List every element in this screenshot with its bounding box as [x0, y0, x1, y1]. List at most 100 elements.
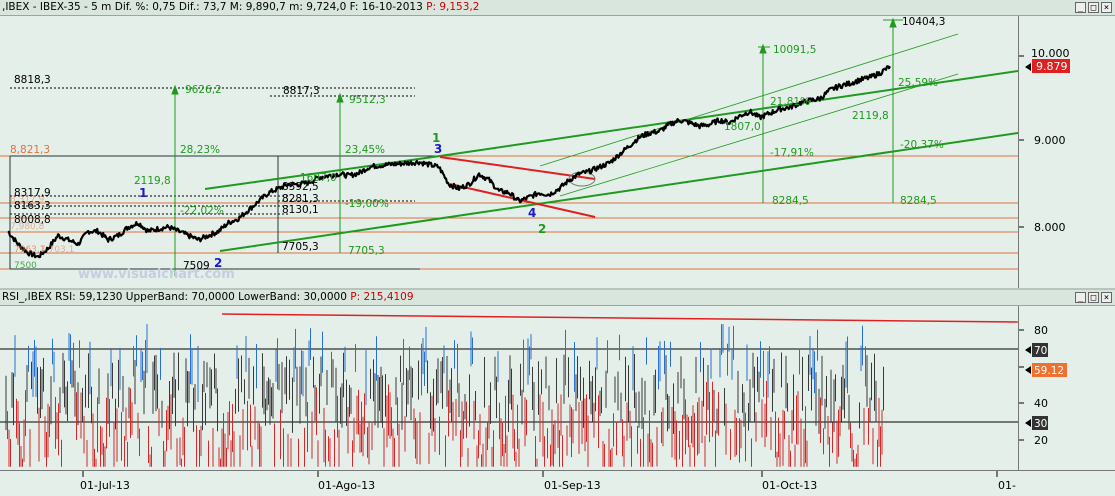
price-tag — [1032, 59, 1070, 73]
price-tag-text: 9.879 — [1036, 60, 1068, 73]
minimize-button[interactable]: _ — [1075, 2, 1086, 13]
rsi-minimize-button[interactable]: _ — [1075, 292, 1086, 303]
label-8284a: 8284,5 — [772, 195, 809, 207]
rsi-series — [5, 324, 884, 467]
time-label-ago: 01-Ago-13 — [318, 479, 376, 492]
wave-label-4: 4 — [528, 206, 536, 220]
maximize-button[interactable]: □ — [1088, 2, 1099, 13]
label-8821: 8,821,3 — [10, 144, 50, 156]
price-tick-label-9000: 9.000 — [1034, 134, 1066, 147]
measure-arrow-3 — [759, 43, 767, 54]
price-tick-label-8000: 8.000 — [1034, 221, 1066, 234]
time-label-oct: 01-Oct-13 — [762, 479, 818, 492]
time-axis: 01-Jul-13 01-Ago-13 01-Sep-13 01-Oct-13 … — [0, 470, 1115, 495]
rsi-value-arrow — [1025, 366, 1031, 374]
rsi-axis-svg: 80 60 40 20 70 59.12 30 — [1019, 324, 1067, 447]
label-9626: 9626,2 — [185, 84, 222, 96]
label-8817: 8817,3 — [283, 85, 320, 97]
wave-label-major-1: 1 — [432, 131, 440, 145]
main-window-buttons: _ □ × — [1075, 2, 1112, 13]
time-axis-svg — [82, 471, 998, 477]
label-8818: 8818,3 — [14, 74, 51, 86]
main-header-text: ,IBEX - IBEX-35 - 5 m Dif. %: 0,75 Dif.:… — [2, 1, 480, 13]
main-panel-header: ,IBEX - IBEX-35 - 5 m Dif. %: 0,75 Dif.:… — [0, 0, 1115, 16]
channel-lines — [539, 33, 959, 197]
label-22pct: -22,02% — [180, 205, 224, 217]
label-1807: 1807,0 — [724, 121, 761, 133]
rsi-tick-label-20: 20 — [1034, 434, 1048, 447]
label-7705b: 7705,3 — [348, 245, 385, 257]
rsi-axis: 80 60 40 20 70 59.12 30 — [1018, 306, 1115, 470]
time-label-sep: 01-Sep-13 — [544, 479, 601, 492]
rsi-window-buttons: _ □ × — [1075, 292, 1112, 303]
label-8163: 8163,3 — [14, 200, 51, 212]
watermark: www.visualchart.com — [78, 267, 235, 282]
label-17pct: -17,91% — [770, 147, 814, 159]
level-lines — [0, 155, 1018, 270]
label-8317-orange: 8,317,9 — [10, 195, 45, 205]
rsi-header-pval: P: 215,4109 — [350, 291, 414, 303]
trendline-lower — [219, 132, 1019, 252]
measure-arrow-4 — [889, 17, 897, 28]
rsi-plot[interactable] — [0, 306, 1019, 470]
label-8130: 8130,1 — [282, 204, 319, 216]
label-10091: 10091,5 — [773, 44, 816, 56]
price-marker-arrow — [1025, 63, 1031, 71]
wave-label-3: 3 — [434, 142, 442, 156]
measure-arrows — [171, 17, 903, 276]
label-23pct: 23,45% — [345, 144, 385, 156]
label-8317: 8317,9 — [14, 187, 51, 199]
price-tick-label-10000: 10.000 — [1031, 47, 1070, 60]
main-header-pval: P: 9,153,2 — [426, 1, 480, 13]
rsi-close-button[interactable]: × — [1101, 292, 1112, 303]
rsi-panel-header: RSI_,IBEX RSI: 59,1230 UpperBand: 70,000… — [0, 290, 1115, 306]
label-25pct: 25,59% — [898, 77, 938, 89]
rsi-chart-svg — [0, 313, 1019, 467]
rsi-value-tag — [1032, 363, 1067, 377]
label-8281: 8281,3 — [282, 193, 319, 205]
wave-label-major-2: 2 — [538, 222, 546, 236]
panel-separator[interactable] — [0, 288, 1115, 290]
wave-label-1: 1 — [139, 186, 147, 200]
rsi-maximize-button[interactable]: □ — [1088, 292, 1099, 303]
label-21pct: 21,81% — [770, 96, 810, 108]
wave-label-2: 2 — [214, 256, 222, 270]
time-label-next: 01- — [998, 479, 1016, 492]
price-chart-svg: 8818,3 9626,2 8817,3 9512,3 8,821,3 28,2… — [0, 16, 1019, 282]
label-1607: 1607,0 — [300, 172, 337, 184]
red-channel-top — [439, 156, 596, 180]
rsi-lower-tag-text: 30 — [1034, 418, 1047, 430]
price-plot[interactable]: 8818,3 9626,2 8817,3 9512,3 8,821,3 28,2… — [0, 16, 1019, 288]
rsi-lower-tag — [1032, 416, 1048, 430]
label-7703-orange: 7,703,1 — [40, 245, 74, 255]
rsi-upper-tag-text: 70 — [1034, 345, 1047, 357]
price-series-line — [7, 65, 891, 259]
measure-arrow-1 — [171, 84, 179, 95]
label-2119b: 2119,8 — [852, 110, 889, 122]
label-20pct: -20,37% — [900, 139, 944, 151]
measure-arrow-2 — [336, 92, 344, 103]
rsi-upper-tag — [1032, 343, 1048, 357]
label-10404: 10404,3 — [902, 16, 945, 28]
price-axis: 10.000 9.000 8.000 9.879 — [1018, 16, 1115, 288]
label-7500: 7500 — [14, 261, 37, 271]
label-28pct: 28,23% — [180, 144, 220, 156]
price-axis-svg: 10.000 9.000 8.000 9.879 — [1019, 47, 1070, 234]
close-button[interactable]: × — [1101, 2, 1112, 13]
channel-top — [539, 33, 959, 167]
rsi-tick-label-80: 80 — [1034, 324, 1048, 337]
rsi-p-line — [221, 313, 1019, 323]
rsi-upper-arrow — [1025, 346, 1031, 354]
label-8008: 8008,8 — [14, 214, 51, 226]
range-lines — [9, 155, 440, 270]
rsi-tick-label-40: 40 — [1034, 397, 1048, 410]
label-8392: 8392,5 — [282, 181, 319, 193]
label-7509: 7509 — [183, 260, 210, 272]
rsi-header-text: RSI_,IBEX RSI: 59,1230 UpperBand: 70,000… — [2, 291, 414, 303]
label-7705a: 7705,3 — [282, 241, 319, 253]
label-2119a: 2119,8 — [134, 175, 171, 187]
channel-bottom — [559, 73, 959, 197]
rsi-lower-arrow — [1025, 419, 1031, 427]
time-label-jul: 01-Jul-13 — [80, 479, 130, 492]
label-8284b: 8284,5 — [900, 195, 937, 207]
